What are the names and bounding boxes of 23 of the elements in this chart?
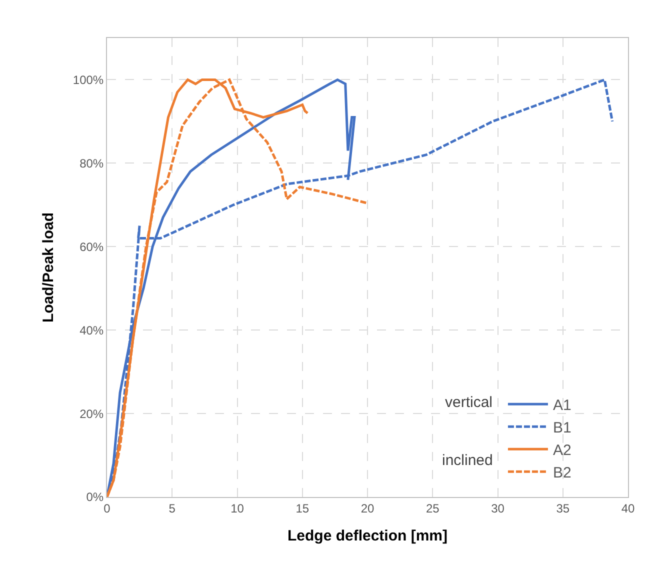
y-tick-label: 20% [80, 406, 104, 421]
y-tick-label: 100% [72, 72, 104, 87]
legend-label: B1 [552, 419, 572, 436]
x-tick-label: 5 [168, 501, 176, 516]
x-tick-label: 35 [556, 501, 570, 516]
y-tick-label: 80% [80, 156, 104, 170]
y-tick-label: 40% [80, 323, 104, 338]
x-tick-label: 20 [360, 501, 374, 516]
x-tick-label: 10 [230, 501, 244, 516]
annotation: inclined [442, 452, 493, 469]
x-tick-label: 40 [621, 501, 635, 516]
annotation: vertical [445, 394, 493, 411]
legend-label: B2 [552, 464, 572, 482]
x-tick-label: 15 [296, 501, 310, 516]
y-tick-label: 0% [86, 490, 104, 504]
x-tick-label: 30 [491, 501, 505, 516]
legend-label: A2 [552, 442, 572, 459]
y-axis-title: Load/Peak load [40, 212, 58, 323]
y-tick-label: 60% [80, 240, 104, 254]
x-axis-title: Ledge deflection [mm] [287, 527, 448, 544]
x-tick-label: 0 [104, 501, 111, 516]
legend-label: A1 [552, 396, 572, 414]
x-tick-label: 25 [426, 501, 440, 516]
